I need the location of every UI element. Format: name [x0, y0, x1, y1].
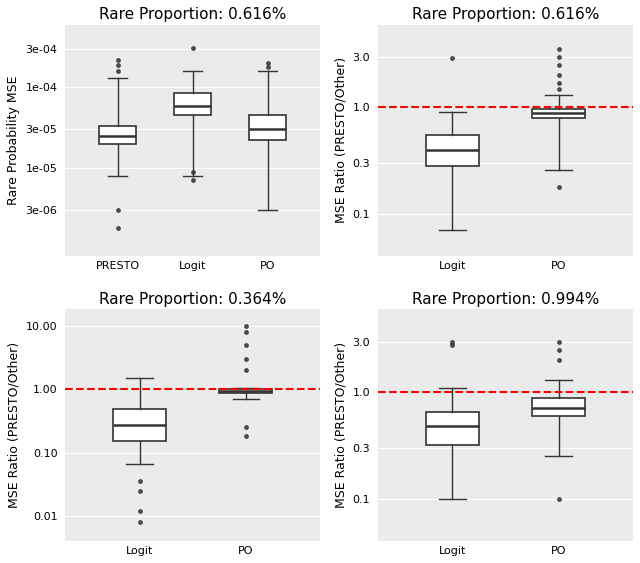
PathPatch shape [426, 412, 479, 445]
PathPatch shape [113, 409, 166, 441]
PathPatch shape [174, 93, 211, 115]
PathPatch shape [532, 398, 585, 416]
PathPatch shape [220, 389, 273, 392]
Title: Rare Proportion: 0.994%: Rare Proportion: 0.994% [412, 292, 599, 307]
Y-axis label: MSE Ratio (PRESTO/Other): MSE Ratio (PRESTO/Other) [7, 342, 20, 508]
Title: Rare Proportion: 0.616%: Rare Proportion: 0.616% [412, 7, 599, 22]
Title: Rare Proportion: 0.616%: Rare Proportion: 0.616% [99, 7, 286, 22]
Title: Rare Proportion: 0.364%: Rare Proportion: 0.364% [99, 292, 286, 307]
PathPatch shape [99, 126, 136, 144]
PathPatch shape [532, 109, 585, 118]
Y-axis label: MSE Ratio (PRESTO/Other): MSE Ratio (PRESTO/Other) [334, 342, 347, 508]
Y-axis label: Rare Probability MSE: Rare Probability MSE [7, 75, 20, 205]
PathPatch shape [426, 135, 479, 166]
Y-axis label: MSE Ratio (PRESTO/Other): MSE Ratio (PRESTO/Other) [334, 57, 347, 224]
PathPatch shape [249, 115, 287, 140]
